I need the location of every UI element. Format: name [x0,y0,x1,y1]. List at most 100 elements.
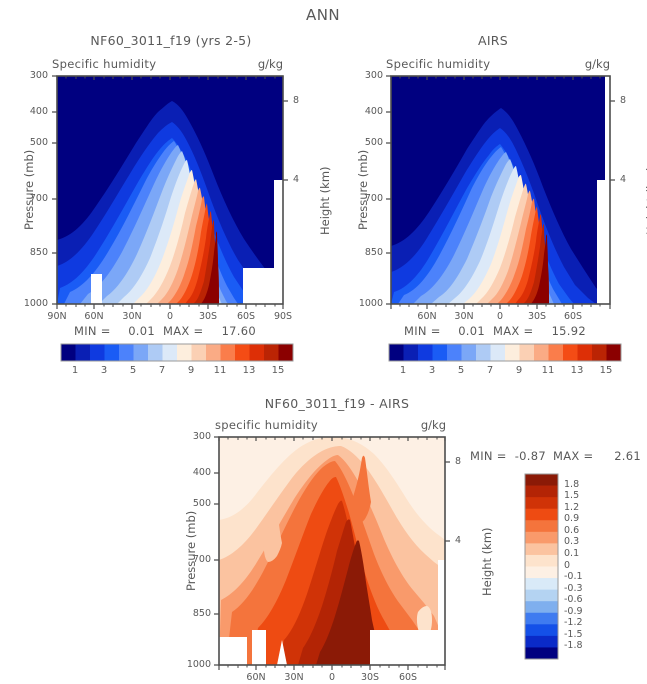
panel-obs-title: AIRS [477,33,509,48]
panel-difference-ytick-700: 700 [192,554,211,565]
colorbar-diff-tick-label: 0 [564,559,571,571]
panel-difference-max-value: 2.61 [614,449,641,463]
colorbar-diff-swatch [525,543,558,556]
colorbar-diff-tick-label: 0.1 [564,547,580,559]
panel-difference-min-value: -0.87 [514,449,546,463]
cb-obs-tick-7: 7 [486,365,494,376]
colorbar-diff-swatch [525,589,558,602]
panel-obs-contours [391,76,610,304]
colorbar-diff-tick-label: -1.5 [564,628,583,640]
panel-difference-ytick-300: 300 [192,431,211,442]
panel-model-ytick-700: 700 [29,193,48,204]
panel-model-ticks [52,75,288,309]
colorbar-swatch [534,344,549,361]
panel-obs-variable: Specific humidity [386,57,491,71]
panel-model-max-label: MAX = [163,324,204,338]
panel-obs-xtick-60S: 60S [563,311,583,322]
cb-obs-tick-11: 11 [541,365,555,376]
panel-difference-variable: specific humidity [215,418,318,432]
colorbar-swatch [148,344,163,361]
panel-model-min-label: MIN = [74,324,111,338]
panel-obs-ytick-500: 500 [364,137,383,148]
panel-model-ytick-1000: 1000 [23,298,48,309]
colorbar-swatch [389,344,404,361]
colorbar-swatch [249,344,265,361]
colorbar-diff-swatch [525,531,558,544]
colorbar-diff-tick-label: 0.6 [564,524,580,536]
panel-obs-ytick-300: 300 [364,70,383,81]
panel-obs-min-label: MIN = [404,324,441,338]
panel-difference-xtick-0: 0 [328,672,336,683]
colorbar-swatch [577,344,593,361]
panel-difference-ytick-400: 400 [192,467,211,478]
panel-obs-y2tick-8: 8 [620,95,627,106]
panel-model-xtick-90S: 90S [273,311,293,322]
panel-difference-min-label: MIN = [470,449,507,463]
colorbar-swatch [418,344,433,361]
colorbar-swatch [162,344,178,361]
cb-model-tick-13: 13 [242,365,256,376]
panel-difference-y2tick-4: 4 [455,535,462,546]
panel-difference-xtick-60S: 60S [398,672,418,683]
panel-obs-min-value: 0.01 [458,324,485,338]
panel-obs-max-value: 15.92 [551,324,586,338]
colorbar-swatch [461,344,477,361]
panel-difference-xtick-60N: 60N [246,672,266,683]
panel-obs-xtick-60N: 60N [417,311,437,322]
panel-model-xtick-90N: 90N [47,311,67,322]
colorbar-diff-tick-label: 1.5 [564,490,580,502]
panel-model-xtick-30S: 30S [198,311,218,322]
panel-difference-title: NF60_3011_f19 - AIRS [264,396,410,411]
panel-model-xtick-60N: 60N [84,311,104,322]
colorbar-diff-tick-label: 0.9 [564,513,580,525]
cb-model-tick-9: 9 [187,365,195,376]
colorbar-diff-swatch [525,508,558,521]
colorbar-swatch [505,344,520,361]
cb-obs-tick-1: 1 [399,365,407,376]
colorbar-swatch [104,344,120,361]
panel-obs-ticks [386,75,615,309]
colorbar-swatch [519,344,535,361]
colorbar-swatch [606,344,622,361]
panel-model-xtick-30N: 30N [122,311,142,322]
colorbar-swatch [476,344,491,361]
panel-difference-ticks [214,436,450,670]
colorbar-diff-swatch [525,520,558,533]
cb-model-tick-15: 15 [271,365,285,376]
colorbar-diff-swatch [525,635,558,648]
panel-obs-ytick-850: 850 [364,247,383,258]
panel-obs-xtick-30S: 30S [527,311,547,322]
colorbar-swatch [206,344,221,361]
panel-model-title: NF60_3011_f19 (yrs 2-5) [90,33,252,48]
cb-obs-tick-15: 15 [599,365,613,376]
panel-difference-max-label: MAX = [553,449,594,463]
colorbar-diff-swatch [525,601,558,614]
colorbar-diff-tick-label: -0.6 [564,594,583,606]
cb-model-tick-3: 3 [100,365,108,376]
panel-difference-xtick-30N: 30N [284,672,304,683]
season-title: ANN [306,6,340,24]
panel-difference-ytick-1000: 1000 [186,659,211,670]
panel-model-ytick-300: 300 [29,70,48,81]
colorbar-swatch [177,344,192,361]
panel-model-xtick-0: 0 [166,311,174,322]
colorbar-swatch [235,344,250,361]
cb-obs-tick-9: 9 [515,365,523,376]
colorbar-swatch [548,344,564,361]
panel-difference-contours [219,437,445,665]
panel-model-y2tick-4: 4 [293,174,300,185]
colorbar-swatch [264,344,279,361]
panel-obs-max-label: MAX = [493,324,534,338]
colorbar-swatch [403,344,419,361]
colorbar-swatch [490,344,506,361]
panel-difference-units: g/kg [420,418,446,432]
colorbar-diff-tick-label: -0.1 [564,571,583,583]
colorbar-diff-tick-label: -0.9 [564,605,583,617]
cb-model-tick-5: 5 [129,365,137,376]
panel-model-units: g/kg [257,57,283,71]
colorbar-diff-swatch [525,554,558,567]
panel-model-ytick-500: 500 [29,137,48,148]
colorbar-diff-tick-label: -0.3 [564,582,583,594]
